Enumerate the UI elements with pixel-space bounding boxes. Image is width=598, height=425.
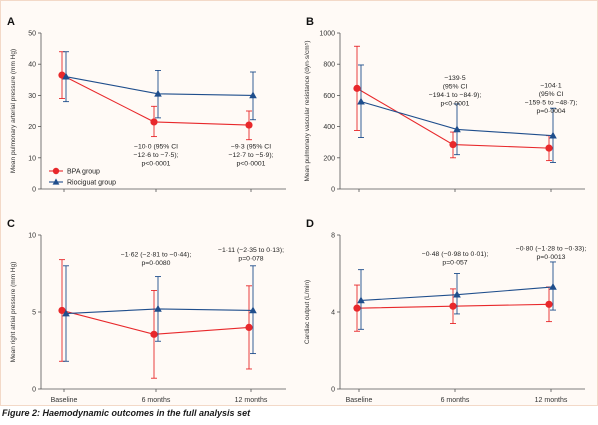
y-tick-label: 1000 — [319, 31, 335, 38]
x-tick-label: 6 months — [441, 397, 470, 404]
y-tick-label: 800 — [323, 62, 335, 69]
y-tick-label: 20 — [28, 124, 36, 131]
y-tick-label: 8 — [331, 233, 335, 240]
panel-letter: B — [306, 16, 314, 28]
annotation-line: −104·1 — [540, 83, 562, 90]
data-point-riociguat — [549, 131, 557, 139]
data-point-riociguat — [62, 309, 70, 317]
annotation-line: p<0·0001 — [441, 100, 470, 107]
y-tick-label: 10 — [28, 155, 36, 162]
annotation-text: −139·5 (95% CI −194·1 to −84·9); p<0·0001 — [429, 75, 482, 108]
figure-frame: A 0 10 20 30 40 50 Mean pulmonary arterial pres… — [0, 0, 598, 406]
annotation-line: p<0·0001 — [237, 160, 266, 167]
data-point-riociguat — [357, 296, 365, 304]
annotation-line: p=0·057 — [442, 260, 467, 267]
annotation-line: −10·0 (95% CI — [134, 143, 178, 150]
y-tick-label: 30 — [28, 93, 36, 100]
annotation-line: −1·11 (−2·35 to 0·13); — [218, 247, 284, 254]
data-point-bpa — [353, 304, 361, 312]
legend-marker-bpa — [52, 167, 60, 175]
y-axis-label: Mean pulmonary vascular resistance (dyn·… — [304, 40, 311, 181]
legend-label-bpa: BPA group — [67, 169, 100, 176]
data-point-bpa — [150, 118, 158, 126]
data-point-bpa — [449, 302, 457, 310]
annotation-line: −12·6 to −7·5); — [134, 152, 179, 159]
annotation-line: −139·5 — [444, 75, 466, 82]
panel-d: D 0 4 8 Cardiac output (L/min) Baseline 6 mont… — [304, 218, 586, 404]
x-tick-label: 12 months — [535, 397, 568, 404]
annotation-line: −9·3 (95% CI — [231, 143, 271, 150]
data-point-bpa — [449, 140, 457, 149]
data-point-riociguat — [249, 306, 257, 314]
y-tick-label: 200 — [323, 155, 335, 162]
y-tick-label: 40 — [28, 62, 36, 69]
series-line-bpa — [61, 309, 250, 335]
panel-letter: D — [306, 218, 314, 230]
annotation-line: p=0·0013 — [537, 254, 566, 261]
annotation-line: −12·7 to −5·9); — [229, 152, 274, 159]
data-point-riociguat — [62, 72, 70, 80]
data-point-riociguat — [453, 125, 461, 133]
data-point-bpa — [353, 84, 361, 92]
data-point-riociguat — [453, 290, 461, 298]
y-tick-label: 400 — [323, 124, 335, 131]
data-point-riociguat — [154, 304, 162, 312]
data-point-riociguat — [357, 97, 365, 105]
y-tick-label: 10 — [28, 233, 36, 240]
legend-marker-riociguat — [52, 178, 60, 185]
annotation-line: −0·48 (−0·98 to 0·01); — [422, 251, 489, 258]
annotation-line: p<0·0001 — [142, 160, 171, 167]
legend: BPA group Riociguat group — [49, 167, 116, 187]
y-tick-label: 0 — [32, 387, 36, 394]
figure-caption: Figure 2: Haemodynamic outcomes in the f… — [2, 408, 251, 418]
data-point-bpa — [245, 323, 253, 331]
data-point-bpa — [245, 121, 253, 129]
annotation-text: −1·62 (−2·81 to −0·44); p=0·0080 — [121, 252, 192, 268]
annotation-line: p=0·0080 — [142, 260, 171, 267]
annotation-text: −9·3 (95% CI −12·7 to −5·9); p<0·0001 — [229, 143, 274, 167]
y-tick-label: 5 — [32, 310, 36, 317]
data-point-riociguat — [154, 89, 162, 97]
x-tick-label: 12 months — [235, 397, 268, 404]
data-point-bpa — [58, 306, 66, 315]
annotation-text: −10·0 (95% CI −12·6 to −7·5); p<0·0001 — [134, 143, 179, 167]
annotation-line: (95% CI — [443, 83, 468, 90]
annotation-text: −0·48 (−0·98 to 0·01); p=0·057 — [422, 251, 489, 266]
y-tick-label: 4 — [331, 310, 335, 317]
y-axis-label: Cardiac output (L/min) — [304, 280, 311, 344]
y-axis-label: Mean pulmonary arterial pressure (mm Hg) — [10, 49, 17, 173]
x-tick-label: 6 months — [142, 397, 171, 404]
data-point-riociguat — [549, 282, 557, 290]
annotation-line: −159·5 to −48·7); — [525, 100, 578, 107]
panel-letter: C — [7, 218, 15, 230]
y-tick-label: 0 — [32, 187, 36, 194]
annotation-line: −194·1 to −84·9); — [429, 92, 482, 99]
y-tick-label: 50 — [28, 31, 36, 38]
annotation-text: −104·1 (95% CI −159·5 to −48·7); p=0·0004 — [525, 83, 578, 116]
annotation-line: −1·62 (−2·81 to −0·44); — [121, 252, 192, 259]
panel-letter: A — [7, 16, 15, 28]
y-tick-label: 0 — [331, 387, 335, 394]
panel-b: B 0 200 400 600 800 1000 Mean pulmonary vascula… — [304, 16, 585, 194]
x-tick-label: Baseline — [51, 397, 78, 404]
annotation-line: p=0·078 — [238, 255, 263, 262]
legend-label-riociguat: Riociguat group — [67, 180, 116, 187]
y-axis-label: Mean right atrial pressure (mm Hg) — [10, 262, 17, 363]
panel-a: A 0 10 20 30 40 50 Mean pulmonary arterial pres… — [7, 16, 286, 194]
data-point-riociguat — [249, 91, 257, 99]
data-point-bpa — [545, 300, 553, 308]
data-point-bpa — [150, 330, 158, 338]
panel-c: C 0 5 10 Mean right atrial pressure (mm Hg) B… — [7, 218, 286, 404]
annotation-text: −0·80 (−1·28 to −0·33); p=0·0013 — [516, 245, 587, 261]
data-point-bpa — [545, 144, 553, 152]
y-tick-label: 600 — [323, 93, 335, 100]
annotation-line: p=0·0004 — [537, 108, 566, 115]
annotation-text: −1·11 (−2·35 to 0·13); p=0·078 — [218, 247, 284, 263]
annotation-line: −0·80 (−1·28 to −0·33); — [516, 245, 587, 252]
annotation-line: (95% CI — [539, 91, 564, 98]
x-tick-label: Baseline — [346, 397, 373, 404]
y-tick-label: 0 — [331, 187, 335, 194]
